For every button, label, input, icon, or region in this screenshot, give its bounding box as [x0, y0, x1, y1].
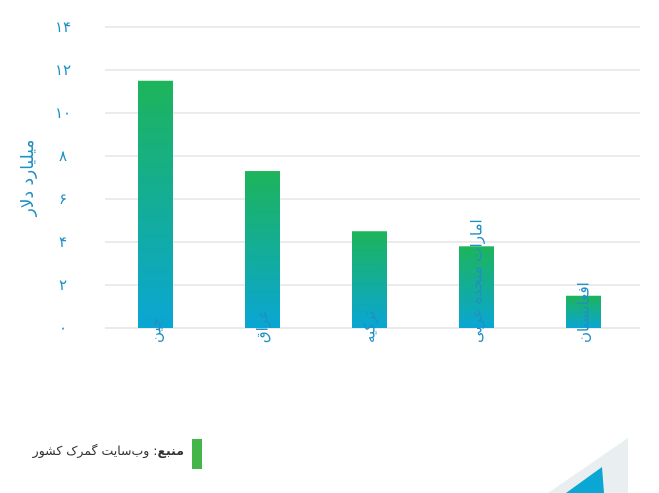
y-tick-label: ۱۴	[55, 18, 71, 36]
source-text: وب‌سایت گمرک کشور	[32, 443, 150, 458]
category-label: افغانستان	[575, 282, 593, 343]
source-note: منبع: وب‌سایت گمرک کشور	[0, 443, 184, 458]
y-tick-label: ۰	[59, 319, 67, 337]
y-tick-label: ۱۰	[55, 104, 71, 122]
source-label: منبع	[157, 443, 184, 458]
source-colon: :	[149, 443, 158, 458]
category-label: چین	[147, 318, 165, 343]
y-axis-label: میلیارد دلار	[18, 140, 38, 218]
y-tick-label: ۲	[59, 276, 67, 294]
bar	[459, 246, 494, 328]
corner-triangle-light	[548, 438, 628, 493]
y-tick-label: ۶	[59, 190, 67, 208]
y-axis-ticks: ۰ ۲ ۴ ۶ ۸ ۱۰ ۱۲ ۱۴	[55, 18, 71, 337]
bar	[245, 171, 280, 328]
bar	[138, 80, 173, 328]
bars	[138, 80, 601, 328]
category-label: امارات متحده عربی	[468, 219, 486, 343]
y-tick-label: ۸	[59, 147, 67, 165]
bar	[352, 231, 387, 328]
y-tick-label: ۴	[59, 233, 67, 251]
y-tick-label: ۱۲	[55, 61, 71, 79]
source-accent-bar	[192, 439, 202, 469]
decorative-corner	[548, 438, 628, 493]
corner-triangle-blue	[566, 467, 604, 493]
category-label: ترکیه	[361, 311, 379, 343]
bar	[566, 295, 601, 328]
x-axis-categories: چین عراق ترکیه امارات متحده عربی افغانستان	[147, 219, 593, 343]
category-label: عراق	[254, 310, 272, 343]
